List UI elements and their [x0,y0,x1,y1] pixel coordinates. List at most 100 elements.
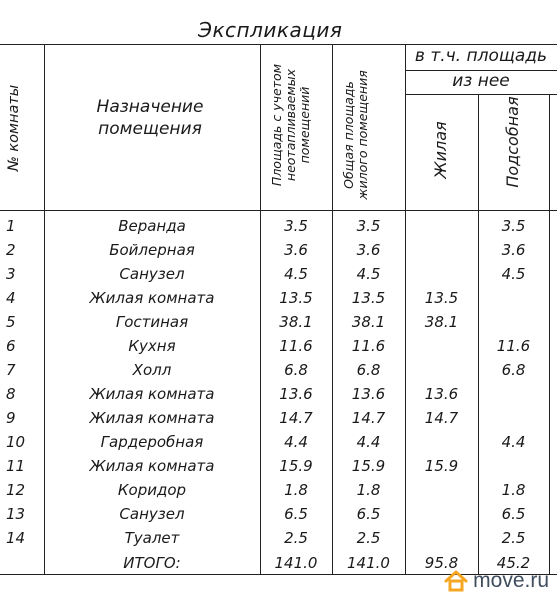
header-area-with-unheated: Площадь с учетом неотапливаемых помещени… [269,63,312,187]
total-living-area: 3.6 [356,241,381,259]
room-name: Бойлерная [109,241,195,259]
total-living-area: 2.5 [356,529,381,547]
total-living-area: 141.0 [347,554,390,572]
header-auxiliary: Подсобная [503,96,522,188]
col-divider-4 [405,44,406,574]
total-label: ИТОГО: [123,554,181,572]
living-area [405,262,478,286]
area-with-unheated: 6.8 [284,361,308,379]
room-name: Гардеробная [100,433,204,451]
room-name: Гостиная [115,313,189,331]
total-area-with-unheated: 141.0 [274,554,318,572]
row-number: 11 [6,457,26,475]
col-divider-3 [332,44,333,574]
living-area: 13.6 [424,385,459,403]
header-purpose: Назначение помещения [96,97,204,139]
area-with-unheated: 11.6 [279,337,313,355]
living-area [405,478,478,502]
room-name: Кухня [128,337,176,355]
subheader-line [405,70,557,71]
total-living-area: 14.7 [351,409,386,427]
auxiliary-area [478,406,549,430]
total-living-area: 11.6 [351,337,386,355]
row-number: 4 [6,289,16,307]
auxiliary-area [478,454,549,478]
row-number: 13 [6,505,26,523]
total-living-area: 6.5 [356,505,381,523]
header-total-living-area: Общая площадь жилого помещения [341,70,370,200]
auxiliary-area: 3.5 [501,217,526,235]
col-divider-6 [549,94,550,574]
watermark-text: move.ru [473,569,549,592]
total-living-area: 1.8 [356,481,381,499]
room-name: Жилая комната [89,457,215,475]
area-with-unheated: 38.1 [279,313,313,331]
total-living-area: 15.9 [351,457,386,475]
room-name: Жилая комната [89,289,215,307]
area-with-unheated: 4.4 [284,433,308,451]
area-with-unheated: 3.6 [284,241,308,259]
total-living-area: 4.4 [356,433,381,451]
room-name: Санузел [119,265,185,283]
row-number: 2 [6,241,16,259]
table-top-line [0,44,557,45]
row-number: 5 [6,313,16,331]
auxiliary-area: 3.6 [501,241,526,259]
total-living-area: 6.8 [356,361,381,379]
auxiliary-area: 6.5 [501,505,526,523]
row-number: 12 [6,481,26,499]
house-icon [444,570,468,592]
auxiliary-area [478,382,549,406]
row-number: 1 [6,217,16,235]
move-ru-watermark: move.ru [443,568,549,594]
total-living-area: 13.5 [351,289,386,307]
area-with-unheated: 1.8 [284,481,308,499]
page-title: Экспликация [198,18,343,42]
total-living-area: 4.5 [356,265,381,283]
total-living-area: 38.1 [351,313,386,331]
total-living: 95.8 [424,554,459,572]
total-auxiliary: 45.2 [496,554,531,572]
living-area [405,358,478,382]
room-name: Жилая комната [89,409,215,427]
auxiliary-area: 4.5 [501,265,526,283]
room-name: Санузел [119,505,185,523]
room-name: Веранда [118,217,186,235]
auxiliary-area [478,286,549,310]
room-name: Коридор [117,481,187,499]
living-area [405,214,478,238]
auxiliary-area: 4.4 [501,433,526,451]
area-with-unheated: 15.9 [279,457,313,475]
area-with-unheated: 2.5 [284,529,308,547]
living-area [405,334,478,358]
room-name: Холл [132,361,172,379]
table-bottom-line [0,574,557,575]
area-with-unheated: 6.5 [284,505,308,523]
living-area [405,238,478,262]
col-divider-2 [260,44,261,574]
area-with-unheated: 14.7 [279,409,313,427]
living-area: 14.7 [424,409,459,427]
auxiliary-area: 6.8 [501,361,526,379]
room-name: Туалет [124,529,180,547]
row-number: 8 [6,385,16,403]
total-living-area: 3.5 [356,217,381,235]
room-name: Жилая комната [89,385,215,403]
living-area [405,502,478,526]
row-number: 7 [6,361,16,379]
subheader-line-2 [405,94,557,95]
area-with-unheated: 13.6 [279,385,313,403]
col-divider-5 [478,94,479,574]
total-living-area: 13.6 [351,385,386,403]
area-with-unheated: 13.5 [279,289,313,307]
living-area: 13.5 [424,289,459,307]
row-number: 9 [6,409,16,427]
row-number: 6 [6,337,16,355]
row-number: 14 [6,529,26,547]
living-area [405,430,478,454]
header-of-which: из нее [452,71,510,91]
auxiliary-area: 11.6 [496,337,531,355]
living-area: 38.1 [424,313,459,331]
header-including-area: в т.ч. площадь [414,46,548,66]
